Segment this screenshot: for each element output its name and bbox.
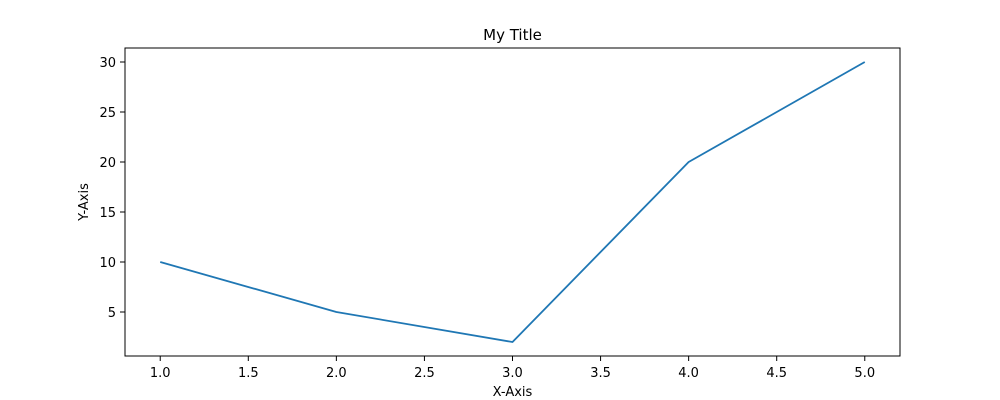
x-tick-label: 4.5 — [766, 366, 787, 381]
x-tick-label: 1.0 — [150, 366, 171, 381]
y-tick-label: 15 — [99, 206, 116, 221]
y-tick-label: 10 — [99, 256, 116, 271]
y-tick-label: 5 — [108, 306, 116, 321]
series-layer — [159, 61, 866, 343]
x-tick-label: 3.5 — [590, 366, 611, 381]
chart-title: My Title — [483, 26, 542, 44]
y-tick-label: 30 — [99, 56, 116, 71]
y-axis-label: Y-Axis — [77, 183, 92, 222]
y-tick-label: 25 — [99, 106, 116, 121]
x-axis: 1.0 1.5 2.0 2.5 3.0 3.5 4.0 4.5 5.0 — [150, 356, 875, 381]
x-tick-label: 1.5 — [238, 366, 259, 381]
series-line — [159, 61, 866, 343]
x-tick-label: 2.0 — [326, 366, 347, 381]
x-tick-label: 2.5 — [414, 366, 435, 381]
x-axis-label: X-Axis — [493, 385, 533, 400]
x-tick-label: 5.0 — [854, 366, 875, 381]
x-tick-label: 4.0 — [678, 366, 699, 381]
y-tick-label: 20 — [99, 156, 116, 171]
x-tick-label: 3.0 — [502, 366, 523, 381]
y-axis: 5 10 15 20 25 30 — [99, 56, 125, 321]
